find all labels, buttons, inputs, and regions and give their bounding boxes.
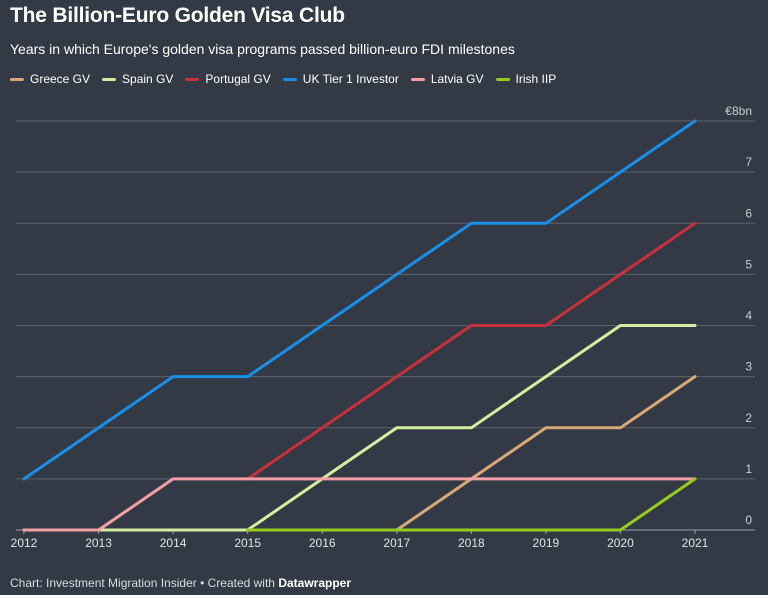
legend-item: Greece GV	[10, 72, 90, 86]
y-tick-label: 7	[745, 155, 752, 169]
series-line-irish-iip	[246, 477, 697, 532]
legend-item: Portugal GV	[185, 72, 271, 86]
y-tick-label: 6	[745, 206, 752, 220]
series-line-portugal-gv	[246, 221, 697, 481]
x-tick-label: 2013	[85, 536, 112, 550]
legend-swatch	[495, 77, 510, 81]
x-tick-label: 2012	[11, 536, 38, 550]
chart-title: The Billion-Euro Golden Visa Club	[10, 4, 345, 27]
series-line-latvia-gv	[22, 477, 697, 532]
legend-label: Irish IIP	[515, 72, 557, 86]
y-tick-label: 0	[745, 513, 752, 527]
x-tick-label: 2020	[607, 536, 634, 550]
x-tick-label: 2016	[309, 536, 336, 550]
legend-label: Greece GV	[30, 72, 91, 86]
y-tick-label: 2	[745, 411, 752, 425]
legend-label: UK Tier 1 Investor	[302, 72, 399, 86]
legend-label: Portugal GV	[205, 72, 271, 86]
legend-swatch	[102, 77, 117, 81]
legend: Greece GV Spain GV Portugal GV UK Tier 1 In…	[10, 72, 568, 86]
legend-item: Spain GV	[102, 72, 173, 86]
legend-swatch	[185, 77, 200, 81]
legend-swatch	[410, 77, 425, 81]
x-tick-label: 2017	[383, 536, 410, 550]
legend-label: Latvia GV	[430, 72, 484, 86]
x-tick-label: 2018	[458, 536, 485, 550]
legend-swatch	[282, 77, 297, 81]
footer-tool-link[interactable]: Datawrapper	[278, 576, 352, 590]
footer-source: Chart: Investment Migration Insider • Cr…	[10, 576, 279, 590]
x-tick-label: 2019	[533, 536, 560, 550]
y-tick-label: 3	[745, 360, 752, 374]
legend-item: Latvia GV	[410, 72, 484, 86]
x-tick-label: 2014	[160, 536, 187, 550]
x-tick-label: 2021	[682, 536, 709, 550]
series-line-uk-tier-1-investor	[22, 119, 697, 481]
series-line-spain-gv	[22, 324, 697, 532]
chart-subtitle: Years in which Europe's golden visa prog…	[10, 41, 515, 57]
y-tick-label: 5	[745, 257, 752, 271]
legend-label: Spain GV	[122, 72, 174, 86]
legend-swatch	[10, 77, 24, 81]
legend-item: UK Tier 1 Investor	[282, 72, 399, 86]
y-tick-label: 1	[745, 462, 752, 476]
y-tick-label: €8bn	[725, 104, 752, 118]
y-tick-label: 4	[745, 309, 752, 323]
legend-item: Irish IIP	[495, 72, 557, 86]
x-tick-label: 2015	[234, 536, 261, 550]
footer: Chart: Investment Migration Insider • Cr…	[10, 576, 351, 590]
